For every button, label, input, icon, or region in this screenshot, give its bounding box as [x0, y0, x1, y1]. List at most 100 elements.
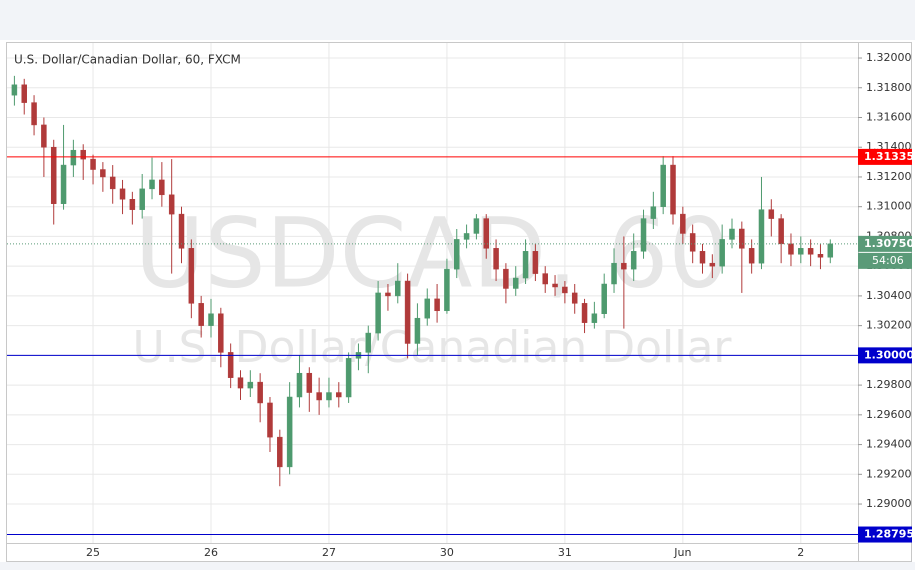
- level-label-box: [858, 347, 912, 364]
- candle-body: [483, 218, 489, 249]
- candle-body: [11, 84, 18, 96]
- candle-body: [581, 303, 588, 323]
- candle-body: [503, 268, 509, 289]
- candle-body: [188, 248, 195, 304]
- level-label: 1.28795: [864, 528, 914, 541]
- x-tick-label: 25: [86, 546, 100, 559]
- candle-body: [119, 188, 126, 200]
- candle-body: [306, 372, 313, 393]
- candle-body: [267, 402, 273, 438]
- candle-body: [670, 164, 676, 215]
- candle-body: [748, 248, 755, 264]
- candle-body: [178, 213, 185, 249]
- candle-body: [227, 352, 234, 378]
- candle-body: [365, 332, 372, 353]
- candle-body: [296, 372, 303, 398]
- candle-body: [129, 199, 136, 210]
- candle-body: [50, 146, 57, 204]
- candle-body: [611, 262, 617, 285]
- candle-body: [542, 273, 548, 285]
- candle-body: [788, 243, 794, 255]
- candle-body: [109, 176, 116, 190]
- candle-body: [31, 102, 37, 126]
- x-tick-label: 27: [322, 546, 336, 559]
- candle-body: [512, 277, 519, 289]
- top-bar: [0, 0, 915, 40]
- candle-body: [454, 239, 460, 270]
- candle-body: [326, 392, 332, 401]
- y-tick-label: 1.29000: [866, 497, 912, 510]
- level-label: 1.31335: [864, 150, 914, 163]
- candle-body: [591, 313, 598, 323]
- y-tick-label: 1.31200: [866, 170, 912, 183]
- candle-body: [522, 251, 529, 279]
- candle-body: [375, 292, 381, 334]
- candle-body: [552, 283, 558, 288]
- candle-body: [699, 251, 706, 264]
- candle-body: [70, 149, 77, 166]
- candle-body: [198, 303, 204, 326]
- candle-body: [493, 248, 499, 270]
- candle-body: [395, 280, 401, 297]
- candle-body: [473, 218, 480, 234]
- y-tick-label: 1.29200: [866, 467, 912, 480]
- candle-body: [257, 381, 263, 404]
- candle-body: [60, 164, 67, 204]
- candle-body: [100, 169, 106, 178]
- candle-body: [444, 268, 450, 312]
- countdown-label: 54:06: [872, 254, 904, 267]
- candle-body: [21, 84, 27, 103]
- candle-body: [149, 179, 155, 190]
- candle-body: [768, 209, 775, 219]
- candle-body: [807, 248, 814, 255]
- candle-body: [434, 298, 440, 312]
- candle-body: [817, 254, 824, 258]
- x-tick-label: Jun: [673, 546, 691, 559]
- candle-body: [532, 251, 539, 274]
- candle-body: [798, 248, 804, 255]
- candle-body: [90, 158, 96, 170]
- y-tick-label: 1.31800: [866, 81, 912, 94]
- candle-body: [345, 358, 352, 398]
- candle-body: [247, 381, 254, 389]
- x-tick-label: 30: [440, 546, 454, 559]
- candle-body: [277, 436, 283, 468]
- candle-body: [719, 239, 725, 267]
- last-price-box: [858, 235, 912, 252]
- candle-body: [562, 286, 568, 294]
- candle-body: [778, 218, 784, 245]
- candle-body: [385, 292, 391, 297]
- watermark: USDCAD, 60: [135, 197, 730, 309]
- candle-body: [139, 188, 145, 210]
- level-label-box: [858, 526, 912, 543]
- candle-body: [404, 280, 411, 344]
- chart-frame: [6, 42, 912, 562]
- candle-body: [739, 228, 745, 249]
- candle-body: [208, 313, 214, 326]
- y-tick-label: 1.30200: [866, 319, 912, 332]
- bottom-bar: [0, 562, 915, 570]
- candle-body: [168, 194, 175, 215]
- candle-body: [424, 298, 431, 319]
- candle-body: [41, 124, 47, 148]
- chart-title: U.S. Dollar/Canadian Dollar, 60, FXCM: [14, 53, 241, 67]
- candle-body: [621, 262, 627, 270]
- x-tick-label: 26: [204, 546, 218, 559]
- y-tick-label: 1.29600: [866, 408, 912, 421]
- candle-body: [689, 233, 696, 252]
- level-label: 1.30000: [864, 348, 914, 361]
- candle-body: [286, 396, 293, 468]
- candle-body: [680, 213, 686, 234]
- y-tick-label: 1.31600: [866, 110, 912, 123]
- candle-body: [827, 243, 834, 258]
- candle-body: [80, 149, 86, 160]
- candle-body: [758, 209, 765, 264]
- y-tick-label: 1.29400: [866, 438, 912, 451]
- candle-body: [237, 377, 244, 389]
- candle-body: [709, 262, 716, 267]
- candle-body: [414, 317, 421, 344]
- x-tick-label: 2: [797, 546, 804, 559]
- candle-body: [601, 283, 607, 314]
- candle-body: [640, 218, 647, 252]
